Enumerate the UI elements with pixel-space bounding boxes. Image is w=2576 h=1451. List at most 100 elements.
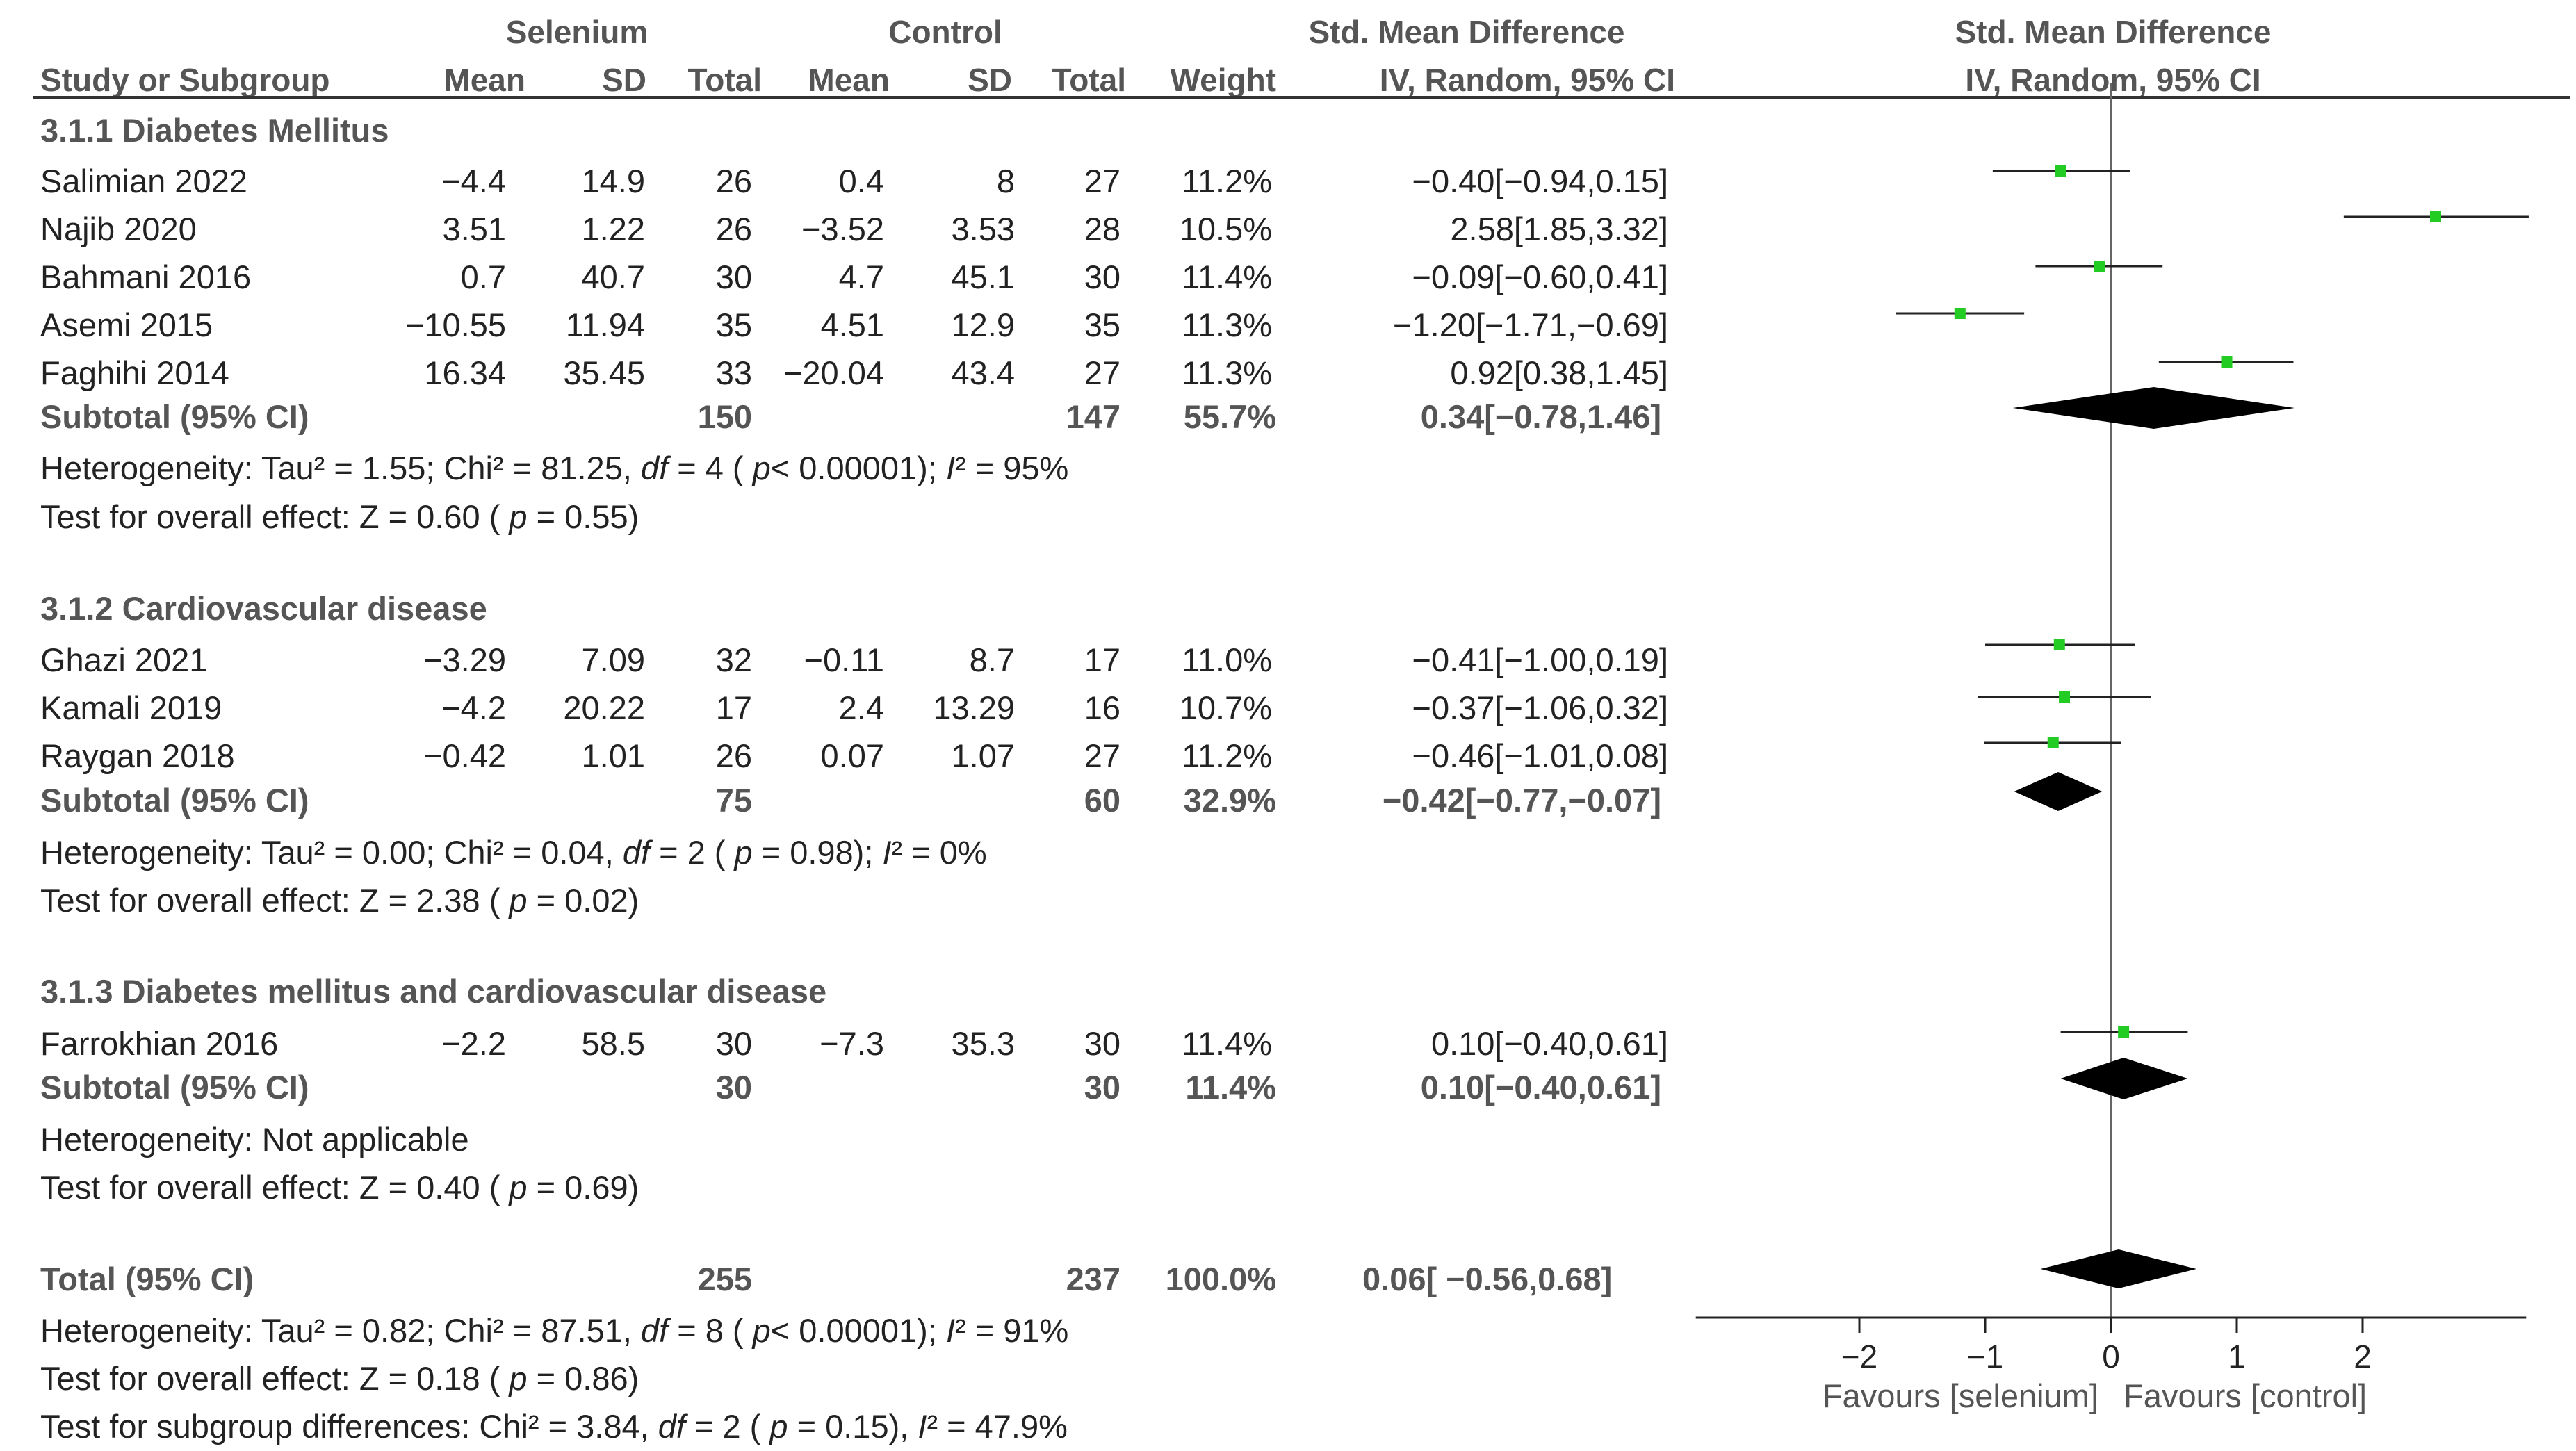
group2-header: Control (888, 14, 1002, 50)
x-tick-label: 2 (2354, 1338, 2372, 1375)
sd2: 12.9 (951, 306, 1015, 343)
sd1: 7.09 (581, 641, 645, 678)
total1: 32 (715, 641, 752, 678)
df-label: df (658, 1408, 685, 1445)
weight: 11.2% (1182, 737, 1272, 774)
subgroup-title: 3.1.3 Diabetes mellitus and cardiovascul… (40, 973, 827, 1010)
summary-diamond (2012, 387, 2295, 429)
subtotal-ci: −0.42[−0.77,−0.07] (1382, 782, 1661, 819)
sd2: 8.7 (969, 641, 1015, 678)
study-name: Asemi 2015 (40, 306, 213, 343)
p-label: p (509, 498, 528, 535)
mean2: 2.4 (838, 689, 884, 726)
mean1: 3.51 (442, 211, 506, 247)
test-prefix: Test for overall effect: Z = 0.60 ( (40, 498, 500, 535)
total2: 27 (1084, 737, 1120, 774)
ci: 0.92[0.38,1.45] (1450, 354, 1668, 391)
ci: 0.10[−0.40,0.61] (1430, 1025, 1668, 1062)
sd1: 11.94 (565, 306, 645, 343)
total-label: Total (95% CI) (40, 1261, 254, 1297)
plot-header: Std. Mean Difference (1955, 14, 2272, 50)
point-estimate (2055, 165, 2066, 177)
total1: 26 (715, 211, 752, 247)
mean2: −7.3 (820, 1025, 884, 1062)
favours-left-label: Favours [selenium] (1823, 1377, 2098, 1414)
p-value: = 0.02) (536, 882, 639, 919)
forest-plot: −2 −1 0 1 2 Favours [selenium] Favours [contro… (1668, 0, 2576, 1451)
weight: 11.3% (1182, 306, 1272, 343)
point-estimate (2429, 211, 2441, 222)
ci: −0.41[−1.00,0.19] (1412, 641, 1669, 678)
weight: 11.4% (1182, 1025, 1272, 1062)
df-label: df (640, 1312, 669, 1349)
p-value: = 0.86) (536, 1360, 639, 1397)
total1: 35 (715, 306, 752, 343)
df-label: df (640, 450, 669, 486)
point-estimate (2053, 639, 2065, 650)
i2-value: ² = 0% (891, 834, 987, 871)
total-weight: 100.0% (1165, 1261, 1276, 1297)
test-prefix: Test for overall effect: Z = 0.40 ( (40, 1169, 500, 1206)
p-value: = 0.15), (797, 1408, 909, 1445)
point-estimate (1954, 308, 1966, 319)
subtotal-label: Subtotal (95% CI) (40, 1069, 309, 1106)
sd2: 1.07 (951, 737, 1015, 774)
mean1: −4.2 (441, 689, 506, 726)
heterogeneity-prefix: Heterogeneity: Not applicable (40, 1121, 469, 1158)
subtotal-weight: 55.7% (1183, 398, 1276, 435)
mean2: −0.11 (804, 641, 884, 678)
sd2: 35.3 (951, 1025, 1015, 1062)
p-value: = 0.69) (536, 1169, 639, 1206)
col-ci: IV, Random, 95% CI (1379, 62, 1675, 98)
subtotal-total2: 30 (1084, 1069, 1120, 1106)
sd1: 14.9 (581, 163, 645, 199)
df-value: = 8 ( (677, 1312, 744, 1349)
summary-diamond (2014, 772, 2103, 811)
i2-label: I (882, 834, 892, 871)
total1: 17 (715, 689, 752, 726)
study-name: Salimian 2022 (40, 163, 247, 199)
col-mean2: Mean (808, 62, 890, 98)
subtotal-total2: 147 (1066, 398, 1120, 435)
total2: 28 (1084, 211, 1120, 247)
total-ci: 0.06[ −0.56,0.68] (1362, 1261, 1613, 1297)
subtotal-weight: 11.4% (1185, 1069, 1276, 1106)
sd1: 40.7 (581, 259, 645, 295)
p-label: p (509, 1360, 528, 1397)
study-name: Bahmani 2016 (40, 259, 252, 295)
sd2: 13.29 (933, 689, 1015, 726)
heterogeneity: Heterogeneity: Tau² = 1.55; Chi² = 81.25… (40, 452, 1068, 484)
total2: 30 (1084, 259, 1120, 295)
df-value: = 2 ( (659, 834, 726, 871)
mean1: −0.42 (423, 737, 506, 774)
ci: −0.09[−0.60,0.41] (1412, 259, 1669, 295)
overall-effect-test: Test for overall effect: Z = 0.40 ( p = … (40, 1171, 639, 1204)
weight: 10.7% (1179, 689, 1272, 726)
subtotal-total1: 75 (715, 782, 752, 819)
overall-effect-test: Test for overall effect: Z = 2.38 ( p = … (40, 884, 639, 917)
sd1: 1.22 (581, 211, 645, 247)
p-label: p (769, 1408, 788, 1445)
mean1: −10.55 (405, 306, 506, 343)
mean1: 0.7 (460, 259, 506, 295)
subtotal-total1: 30 (715, 1069, 752, 1106)
p-label: p (509, 1169, 528, 1206)
sd1: 20.22 (563, 689, 645, 726)
mean1: 16.34 (424, 354, 506, 391)
favours-right-label: Favours [control] (2123, 1377, 2367, 1414)
col-total1: Total (687, 62, 762, 98)
subgroup-title: 3.1.1 Diabetes Mellitus (40, 112, 389, 149)
study-name: Raygan 2018 (40, 737, 235, 774)
study-name: Farrokhian 2016 (40, 1025, 279, 1062)
heterogeneity: Heterogeneity: Tau² = 0.00; Chi² = 0.04,… (40, 836, 987, 869)
x-tick-label: 0 (2102, 1338, 2120, 1375)
summary-diamond (2060, 1058, 2188, 1099)
i2-label: I (945, 450, 956, 486)
i2-label: I (918, 1408, 927, 1445)
plot-col-ci: IV, Random, 95% CI (1965, 62, 2261, 98)
p-label: p (752, 1312, 771, 1349)
sd1: 58.5 (581, 1025, 645, 1062)
point-estimate (2118, 1026, 2130, 1038)
subtotal-total2: 60 (1084, 782, 1120, 819)
x-tick-label: −1 (1967, 1338, 2003, 1375)
